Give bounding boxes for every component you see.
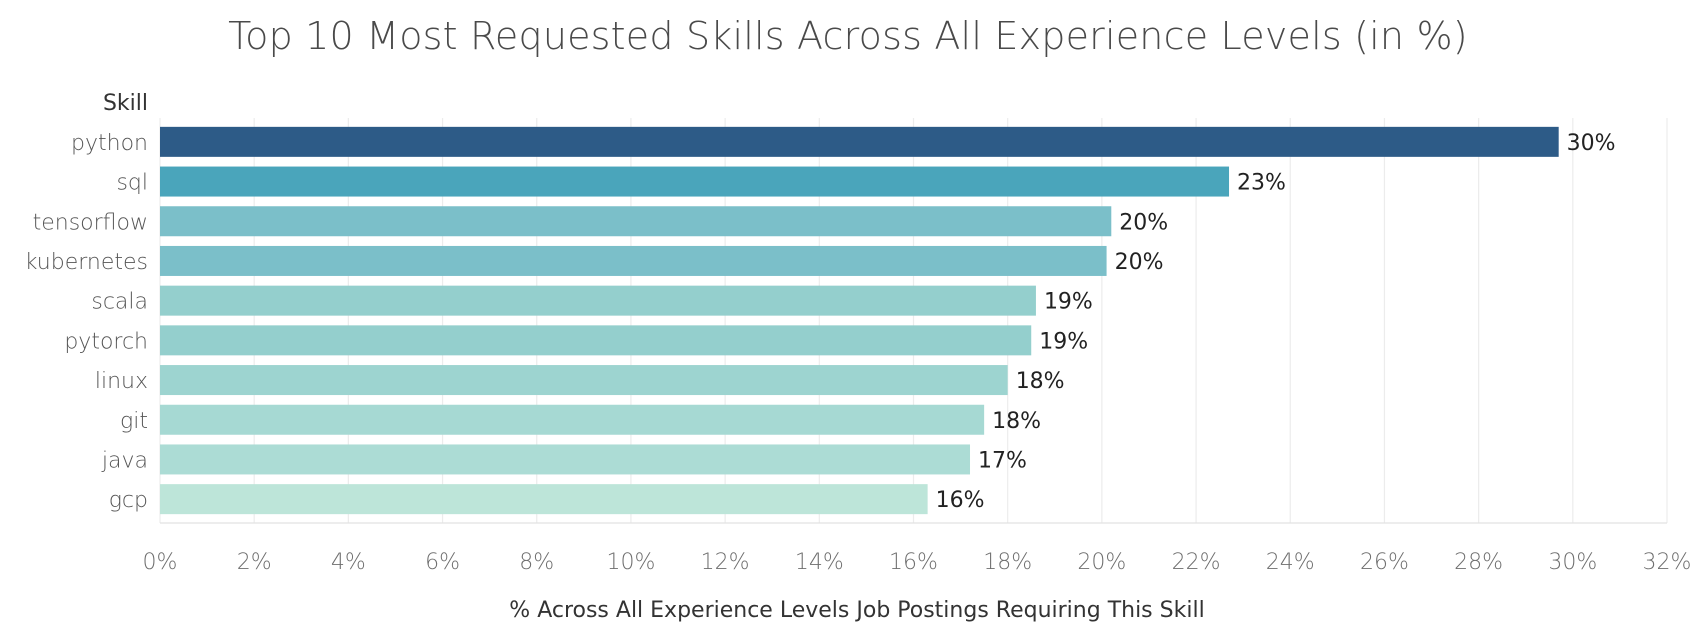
- category-label: tensorflow: [33, 210, 148, 235]
- bars: [160, 126, 1559, 515]
- data-label: 17%: [978, 448, 1027, 473]
- category-label: pytorch: [64, 329, 148, 354]
- data-label: 19%: [1039, 329, 1088, 354]
- x-tick-label: 30%: [1548, 550, 1597, 575]
- x-tick-label: 32%: [1643, 550, 1692, 575]
- bar-pytorch: [160, 325, 1032, 356]
- bar-python: [160, 126, 1559, 157]
- x-tick-label: 26%: [1360, 550, 1409, 575]
- bar-scala: [160, 285, 1036, 316]
- x-tick-label: 10%: [606, 550, 655, 575]
- data-labels: 30% 23% 20% 20% 19% 19% 18% 18% 17% 16%: [936, 131, 1616, 513]
- category-label: gcp: [109, 488, 148, 513]
- x-tick-label: 12%: [701, 550, 750, 575]
- x-tick-label: 24%: [1266, 550, 1315, 575]
- category-label: kubernetes: [25, 250, 148, 275]
- category-labels: python sql tensorflow kubernetes scala pytorc…: [25, 131, 148, 513]
- category-label: git: [120, 409, 148, 434]
- x-tick-label: 4%: [331, 550, 366, 575]
- x-tick-label: 6%: [425, 550, 460, 575]
- x-tick-label: 16%: [889, 550, 938, 575]
- x-tick-label: 20%: [1077, 550, 1126, 575]
- x-tick-label: 14%: [795, 550, 844, 575]
- data-label: 19%: [1044, 290, 1093, 315]
- data-label: 30%: [1567, 131, 1616, 156]
- bar-java: [160, 444, 971, 475]
- bar-kubernetes: [160, 245, 1107, 276]
- category-label: sql: [116, 171, 148, 196]
- data-label: 23%: [1237, 171, 1286, 196]
- data-label: 18%: [1016, 369, 1065, 394]
- category-label: scala: [91, 290, 148, 315]
- category-label: python: [71, 131, 148, 156]
- data-label: 16%: [936, 488, 985, 513]
- x-axis-title: % Across All Experience Levels Job Posti…: [509, 598, 1204, 623]
- x-tick-label: 8%: [519, 550, 554, 575]
- x-tick-label: 0%: [143, 550, 178, 575]
- category-label: linux: [95, 369, 148, 394]
- data-label: 20%: [1119, 210, 1168, 235]
- bar-tensorflow: [160, 206, 1112, 237]
- category-label: java: [101, 448, 148, 473]
- data-label: 20%: [1115, 250, 1164, 275]
- x-tick-label: 18%: [983, 550, 1032, 575]
- bar-sql: [160, 166, 1230, 197]
- x-tick-label: 28%: [1454, 550, 1503, 575]
- y-axis-header: Skill: [103, 91, 148, 116]
- data-label: 18%: [992, 409, 1041, 434]
- x-tick-label: 22%: [1172, 550, 1221, 575]
- x-tick-label: 2%: [237, 550, 272, 575]
- bar-gcp: [160, 484, 928, 515]
- bar-linux: [160, 365, 1008, 396]
- x-tick-labels: 0% 2% 4% 6% 8% 10% 12% 14% 16% 18% 20% 22% 24% 26% 28%…: [143, 550, 1692, 575]
- chart-title: Top 10 Most Requested Skills Across All …: [228, 14, 1468, 58]
- bar-git: [160, 404, 985, 435]
